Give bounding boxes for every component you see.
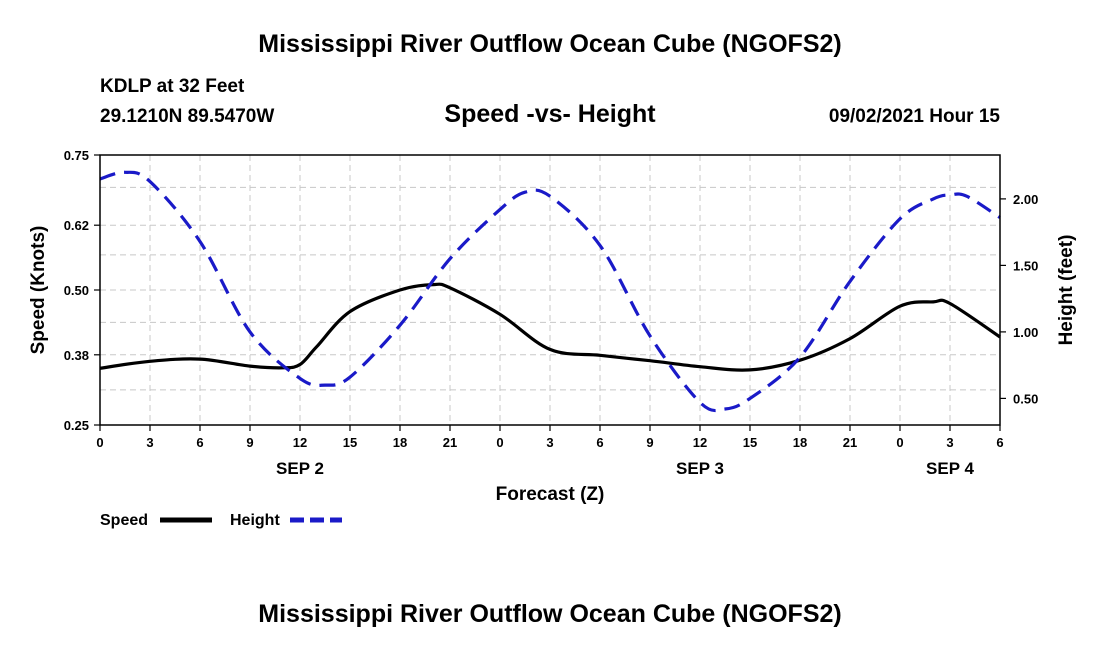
station-label: KDLP at 32 Feet	[100, 76, 245, 97]
x-tick-label: 0	[896, 435, 903, 450]
y-axis-title-right: Height (feet)	[1056, 235, 1077, 346]
axes	[94, 154, 1006, 431]
footer-title: Mississippi River Outflow Ocean Cube (NG…	[258, 600, 842, 628]
chart-subtitle: Speed -vs- Height	[444, 100, 656, 128]
chart-title: Mississippi River Outflow Ocean Cube (NG…	[258, 30, 842, 58]
y-tick-label-left: 0.25	[64, 418, 89, 433]
x-tick-label: 21	[843, 435, 857, 450]
legend: Speed Height	[100, 512, 342, 529]
series-layer	[99, 170, 1001, 413]
x-tick-label: 18	[793, 435, 807, 450]
x-tick-label: 15	[743, 435, 757, 450]
x-tick-label: 0	[496, 435, 503, 450]
x-tick-label: 3	[546, 435, 553, 450]
y-tick-label-right: 0.50	[1013, 391, 1038, 406]
x-tick-label: 9	[646, 435, 653, 450]
x-tick-label: 12	[693, 435, 707, 450]
y-tick-label-right: 2.00	[1013, 192, 1038, 207]
x-tick-label: 0	[96, 435, 103, 450]
x-tick-label: 6	[996, 435, 1003, 450]
x-tick-label: 18	[393, 435, 407, 450]
grid	[100, 155, 1000, 425]
y-tick-label-right: 1.00	[1013, 325, 1038, 340]
x-axis-title: Forecast (Z)	[496, 484, 605, 505]
y-tick-label-left: 0.62	[64, 218, 89, 233]
x-tick-label: 15	[343, 435, 357, 450]
y-tick-label-left: 0.38	[64, 348, 89, 363]
forecast-date: 09/02/2021 Hour 15	[828, 106, 1000, 127]
y-tick-label-left: 0.50	[64, 283, 89, 298]
y-tick-label-left: 0.75	[64, 148, 89, 163]
legend-label-height: Height	[230, 512, 280, 529]
x-tick-label: 6	[596, 435, 603, 450]
height-series-line	[99, 170, 1001, 413]
x-tick-label: 9	[246, 435, 253, 450]
x-tick-label: 6	[196, 435, 203, 450]
x-tick-label: 12	[293, 435, 307, 450]
date-label: SEP 3	[676, 459, 724, 478]
x-tick-label: 21	[443, 435, 457, 450]
date-label: SEP 2	[276, 459, 324, 478]
speed-series-line	[99, 282, 1001, 372]
y-tick-label-right: 1.50	[1013, 258, 1038, 273]
tick-labels: 0 3 6 9 12 15 18 21 0 3 6 9 12 15 18 21 0 3 6 0.25 0.38 0.50 0…	[64, 148, 1039, 478]
y-axis-title-left: Speed (Knots)	[28, 226, 49, 355]
legend-label-speed: Speed	[100, 512, 148, 529]
x-tick-label: 3	[946, 435, 953, 450]
station-coordinates: 29.1210N 89.5470W	[100, 106, 275, 127]
date-label: SEP 4	[926, 459, 974, 478]
x-tick-label: 3	[146, 435, 153, 450]
